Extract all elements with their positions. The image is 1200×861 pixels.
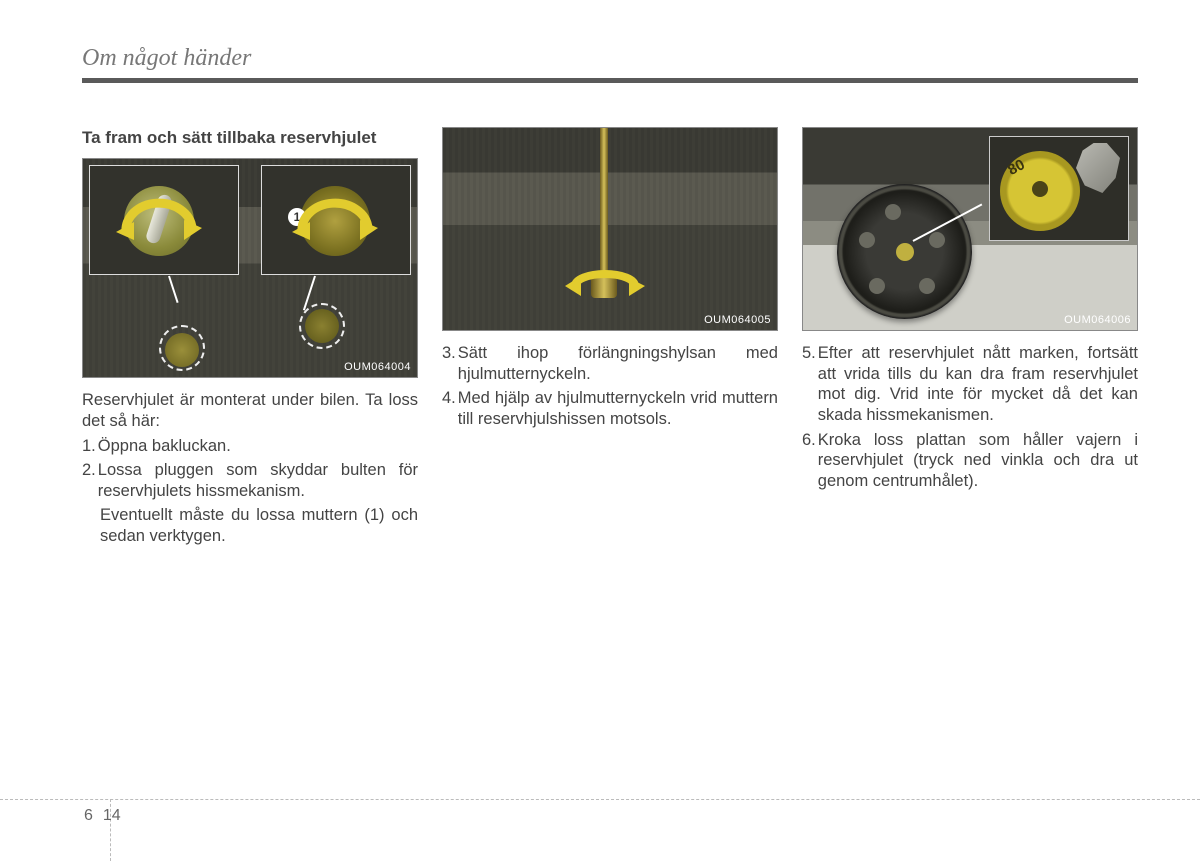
rotate-arrow-icon bbox=[565, 264, 645, 304]
label-80: 80 bbox=[1005, 156, 1028, 179]
step-text: Lossa pluggen som skyddar bulten för res… bbox=[98, 460, 418, 501]
figure-code: OUM064005 bbox=[704, 314, 771, 326]
footer-dash-line bbox=[0, 799, 1200, 800]
hand-icon bbox=[1076, 143, 1120, 193]
chapter-title: Om något händer bbox=[82, 45, 1138, 72]
plug-icon bbox=[165, 333, 199, 367]
section-title: Ta fram och sätt tillbaka reservhjulet bbox=[82, 127, 418, 148]
step-number: 2. bbox=[82, 460, 96, 501]
figure-3: 80 OUM064006 bbox=[802, 127, 1138, 331]
page-footer: 6 14 bbox=[0, 799, 1200, 839]
figure-code: OUM064004 bbox=[344, 361, 411, 373]
column-2: OUM064005 3. Sätt ihop förlängningshylsa… bbox=[442, 127, 778, 547]
step-text: Sätt ihop förlängningshylsan med hjulmut… bbox=[458, 343, 778, 384]
step-number: 4. bbox=[442, 388, 456, 429]
spare-tire-icon bbox=[837, 184, 972, 319]
nut-icon bbox=[305, 309, 339, 343]
figure-code: OUM064006 bbox=[1064, 314, 1131, 326]
header-rule bbox=[82, 78, 1138, 83]
step-2-note: Eventuellt måste du lossa muttern (1) oc… bbox=[100, 505, 418, 546]
rotate-arrow-icon bbox=[114, 184, 204, 254]
step-2: 2. Lossa pluggen som skyddar bulten för … bbox=[82, 460, 418, 501]
intro-text: Reservhjulet är monterat under bilen. Ta… bbox=[82, 390, 418, 431]
column-3: 80 OUM064006 5. Efter att reservhjulet n… bbox=[802, 127, 1138, 547]
page-number-value: 14 bbox=[103, 807, 121, 825]
column-1: Ta fram och sätt tillbaka reservhjulet bbox=[82, 127, 418, 547]
page-number: 6 14 bbox=[84, 807, 121, 825]
step-number: 6. bbox=[802, 430, 816, 492]
tire-hub-icon bbox=[896, 243, 914, 261]
step-1: 1. Öppna bakluckan. bbox=[82, 436, 418, 457]
chapter-number: 6 bbox=[84, 807, 93, 825]
step-text: Kroka loss plattan som håller vajern i r… bbox=[818, 430, 1138, 492]
step-text: Öppna bakluckan. bbox=[98, 436, 418, 457]
step-6: 6. Kroka loss plattan som håller vajern … bbox=[802, 430, 1138, 492]
retainer-disc-icon: 80 bbox=[1000, 151, 1080, 231]
wrench-shaft-icon bbox=[600, 128, 608, 280]
step-number: 5. bbox=[802, 343, 816, 426]
figure-1-inset-right: 1 bbox=[261, 165, 411, 275]
figure-1-inset-left bbox=[89, 165, 239, 275]
step-text: Med hjälp av hjulmutternyckeln vrid mutt… bbox=[458, 388, 778, 429]
content-columns: Ta fram och sätt tillbaka reservhjulet bbox=[82, 127, 1138, 547]
step-3: 3. Sätt ihop förlängningshylsan med hjul… bbox=[442, 343, 778, 384]
step-number: 3. bbox=[442, 343, 456, 384]
rotate-arrow-icon bbox=[290, 184, 380, 254]
step-5: 5. Efter att reservhjulet nått marken, f… bbox=[802, 343, 1138, 426]
figure-2: OUM064005 bbox=[442, 127, 778, 331]
figure-1: 1 OUM064004 bbox=[82, 158, 418, 378]
figure-3-inset: 80 bbox=[989, 136, 1129, 241]
step-4: 4. Med hjälp av hjulmutternyckeln vrid m… bbox=[442, 388, 778, 429]
center-hole-icon bbox=[1032, 181, 1048, 197]
step-text: Efter att reservhjulet nått marken, fort… bbox=[818, 343, 1138, 426]
step-number: 1. bbox=[82, 436, 96, 457]
